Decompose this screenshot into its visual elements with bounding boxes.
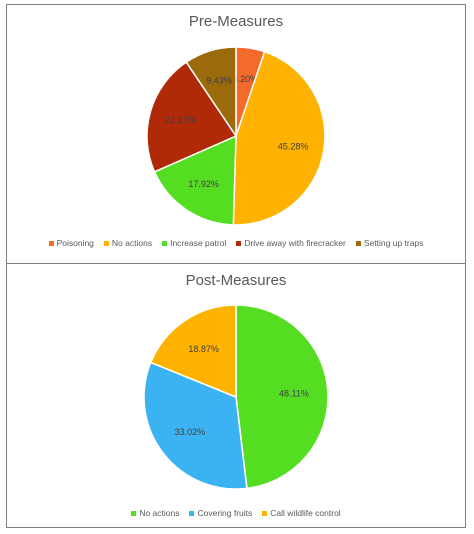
- pre-slice-drive-away-with-firecracker: [146, 61, 238, 173]
- pre-legend-swatch-setting-up-traps: [355, 240, 361, 246]
- post-legend-swatch-covering-fruits: [189, 510, 195, 516]
- pre-slice-no-actions: [232, 50, 326, 226]
- post-measures-legend: No actions Covering fruits Call wildlife c…: [6, 508, 466, 518]
- post-data-label-covering-fruits: 33.02%: [175, 427, 206, 437]
- pre-legend-item-increase-patrol: Increase patrol: [162, 238, 226, 248]
- pre-legend-label-no-actions: No actions: [111, 238, 153, 248]
- pre-legend-swatch-poisoning: [48, 240, 54, 246]
- post-data-label-call-wildlife-control: 18.87%: [188, 344, 219, 354]
- post-legend-label-no-actions: No actions: [139, 508, 180, 518]
- post-data-label-no-actions: 48.11%: [279, 389, 309, 399]
- post-legend-item-call-wildlife-control: Call wildlife control: [262, 508, 341, 518]
- pre-legend-swatch-no-actions: [103, 240, 109, 246]
- pre-legend-swatch-drive-away-with-firecracker: [236, 240, 242, 246]
- post-legend-label-covering-fruits: Covering fruits: [197, 508, 253, 518]
- pre-data-label-setting-up-traps: 9.43%: [206, 76, 232, 86]
- panel-divider: [6, 263, 466, 264]
- pre-data-label-drive-away-with-firecracker: 22.17%: [165, 115, 196, 125]
- post-legend-swatch-no-actions: [131, 510, 137, 516]
- pre-legend-label-poisoning: Poisoning: [56, 238, 94, 248]
- pre-legend-label-setting-up-traps: Setting up traps: [363, 238, 424, 248]
- pre-measures-legend: Poisoning No actions Increase patrol Drive …: [6, 238, 466, 248]
- pre-data-label-increase-patrol: 17.92%: [188, 179, 219, 189]
- post-slice-covering-fruits: [143, 361, 248, 490]
- post-slice-call-wildlife-control: [149, 304, 237, 399]
- pre-legend-swatch-increase-patrol: [162, 240, 168, 246]
- post-legend-swatch-call-wildlife-control: [262, 510, 268, 516]
- pre-legend-item-no-actions: No actions: [103, 238, 153, 248]
- pre-slice-setting-up-traps: [185, 46, 237, 139]
- post-measures-title: Post-Measures: [185, 272, 287, 289]
- pre-legend-item-drive-away-with-firecracker: Drive away with firecracker: [236, 238, 346, 248]
- pre-measures-title: Pre-Measures: [188, 13, 284, 30]
- pre-data-label-poisoning: 5.20%: [233, 74, 259, 84]
- pre-legend-item-poisoning: Poisoning: [48, 238, 94, 248]
- post-legend-item-no-actions: No actions: [131, 508, 179, 518]
- post-legend-label-call-wildlife-control: Call wildlife control: [270, 508, 341, 518]
- post-legend-item-covering-fruits: Covering fruits: [189, 508, 252, 518]
- pre-legend-label-increase-patrol: Increase patrol: [170, 238, 227, 248]
- pre-slice-increase-patrol: [153, 134, 237, 226]
- pre-legend-item-setting-up-traps: Setting up traps: [355, 238, 424, 248]
- pre-data-label-no-actions: 45.28%: [278, 141, 309, 151]
- pre-legend-label-drive-away-with-firecracker: Drive away with firecracker: [244, 238, 346, 248]
- post-slice-no-actions: [235, 304, 329, 490]
